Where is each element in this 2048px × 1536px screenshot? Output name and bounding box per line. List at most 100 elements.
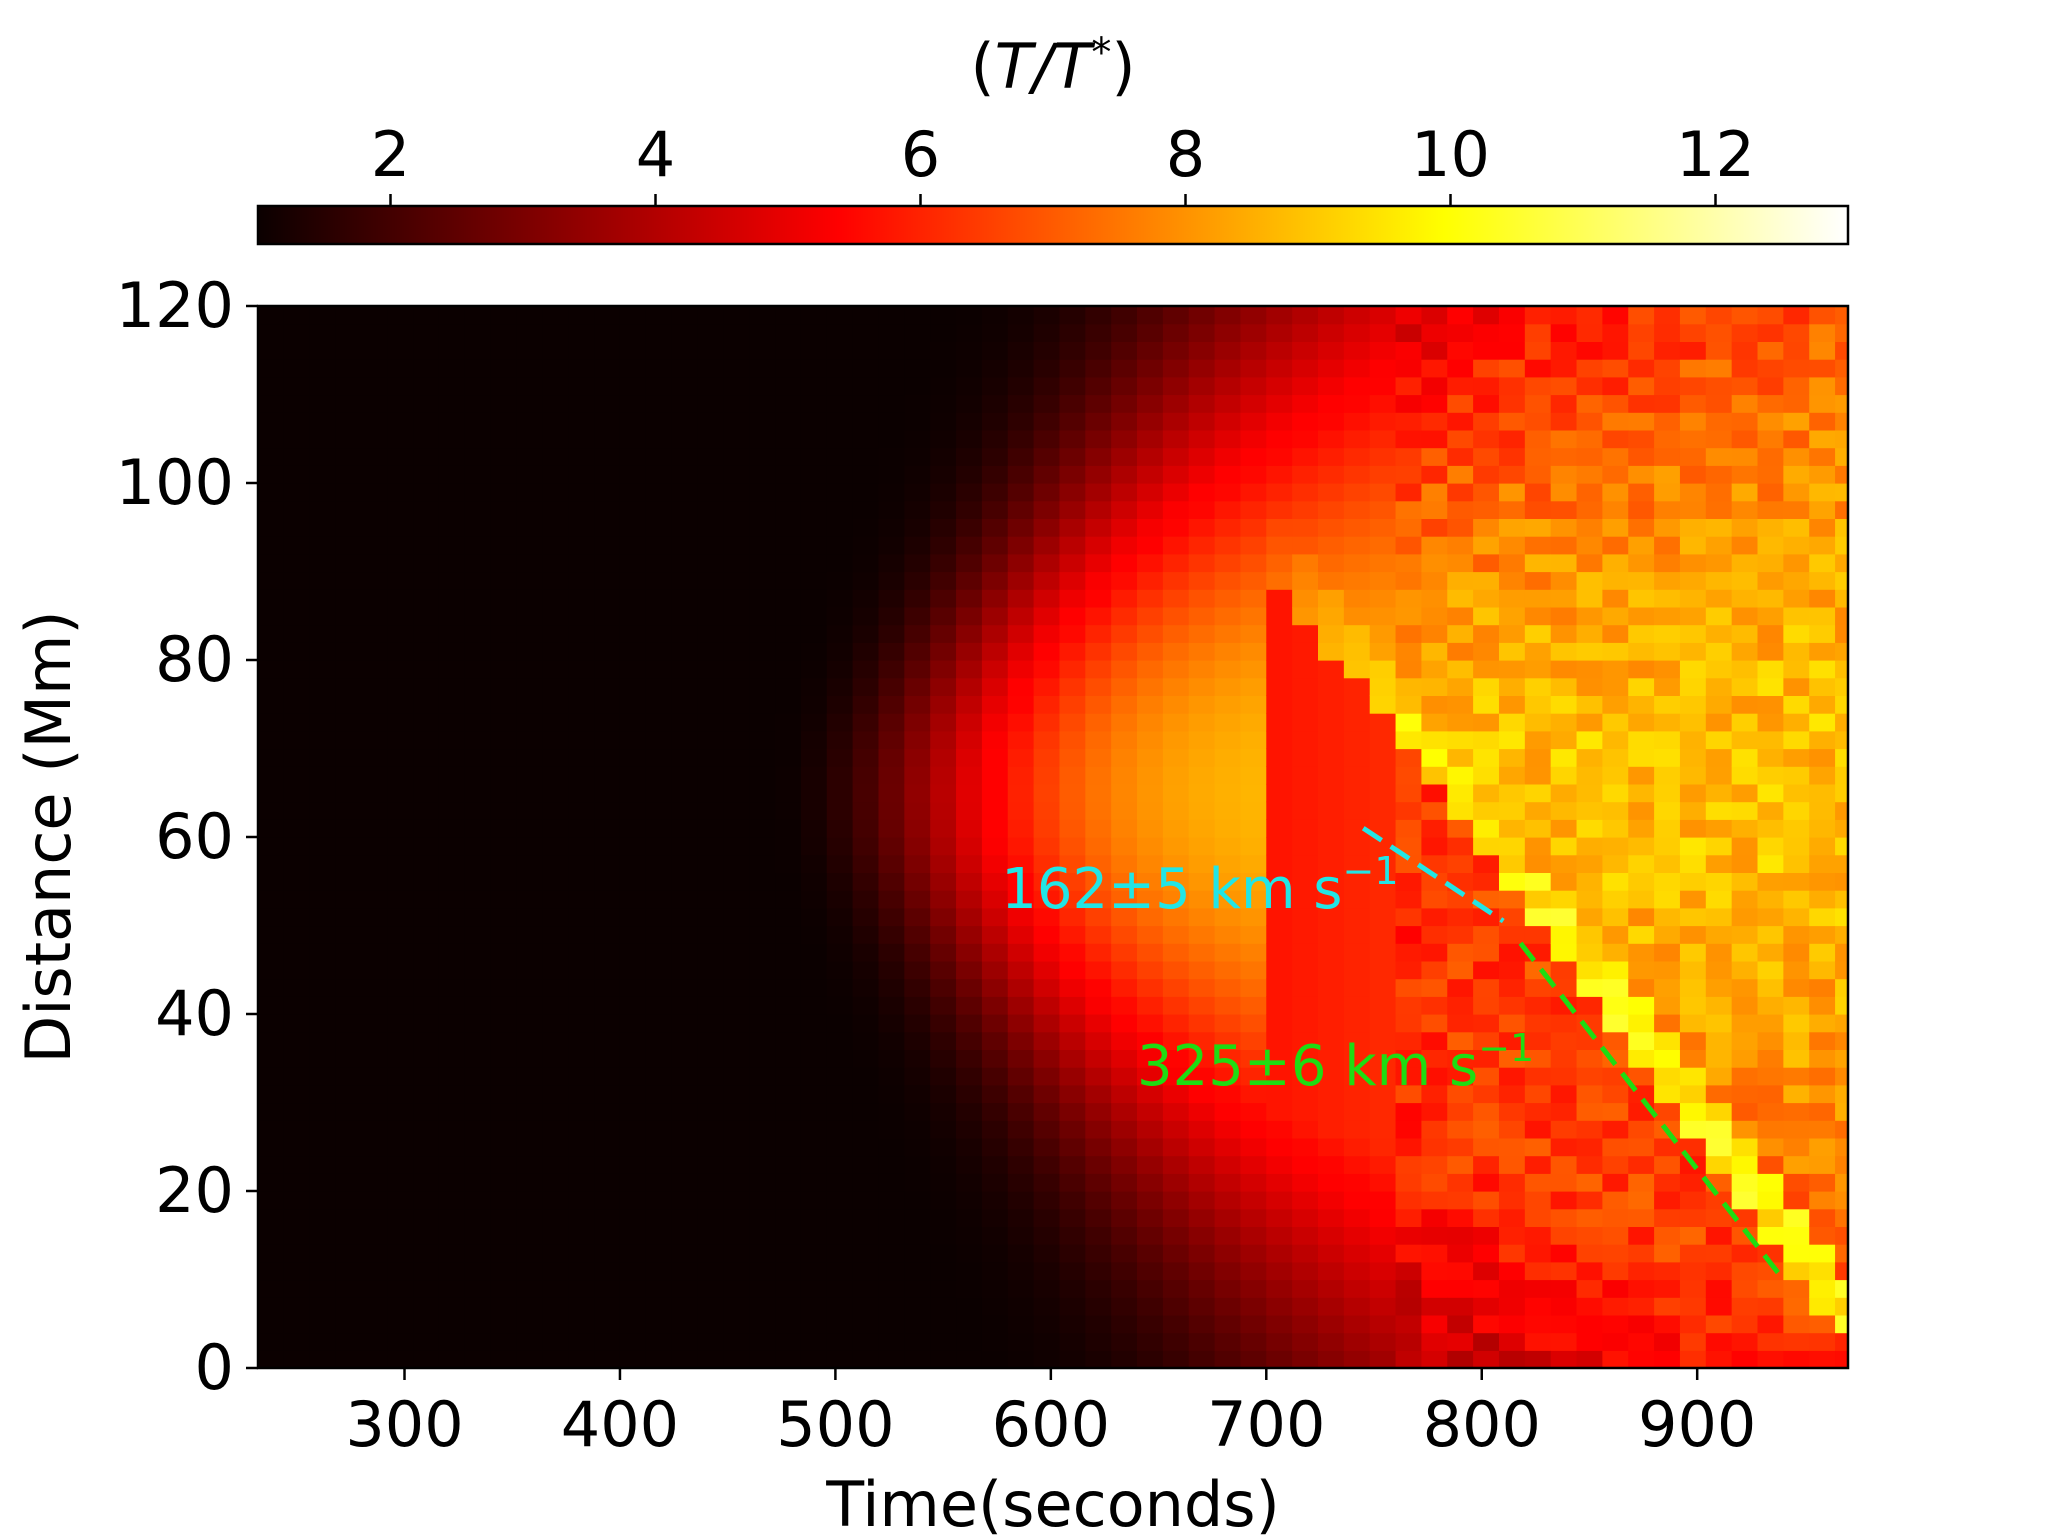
heatmap-cell	[956, 730, 983, 750]
heatmap-cell	[1498, 642, 1526, 661]
heatmap-cell	[464, 943, 492, 962]
heatmap-cell	[283, 854, 311, 873]
heatmap-cell	[930, 589, 957, 608]
heatmap-cell	[1395, 394, 1423, 413]
heatmap-cell	[904, 394, 931, 413]
heatmap-cell	[1369, 483, 1397, 502]
heatmap-cell	[1498, 447, 1526, 466]
heatmap-cell	[775, 359, 802, 378]
heatmap-cell	[335, 1314, 363, 1334]
heatmap-cell	[1757, 624, 1784, 643]
heatmap-cell	[542, 465, 569, 484]
heatmap-cell	[361, 465, 388, 484]
heatmap-cell	[1731, 1137, 1759, 1157]
heatmap-cell	[904, 819, 931, 838]
heatmap-cell	[1007, 1332, 1035, 1351]
heatmap-cell	[1343, 783, 1371, 803]
heatmap-cell	[1809, 376, 1836, 396]
heatmap-cell	[1757, 907, 1784, 927]
heatmap-cell	[1550, 960, 1578, 980]
heatmap-cell	[283, 323, 311, 342]
heatmap-cell	[1628, 1297, 1655, 1316]
heatmap-cell	[1421, 1297, 1448, 1316]
heatmap-cell	[930, 341, 957, 360]
heatmap-cell	[1266, 1084, 1293, 1104]
heatmap-cell	[1343, 376, 1371, 396]
heatmap-cell	[1447, 996, 1474, 1015]
heatmap-cell	[1576, 536, 1603, 555]
heatmap-cell	[1421, 1137, 1448, 1157]
heatmap-cell	[361, 890, 388, 909]
heatmap-cell	[542, 766, 569, 785]
heatmap-cell	[568, 854, 595, 873]
heatmap-cell	[878, 1014, 905, 1033]
heatmap-cell	[413, 483, 440, 502]
heatmap-cell	[878, 412, 905, 431]
heatmap-cell	[1576, 1279, 1603, 1298]
heatmap-cell	[361, 447, 388, 466]
heatmap-cell	[1447, 1084, 1474, 1104]
heatmap-cell	[1654, 1297, 1681, 1316]
heatmap-cell	[775, 1049, 802, 1068]
heatmap-cell	[1266, 341, 1293, 360]
heatmap-cell	[1731, 943, 1759, 962]
heatmap-cell	[335, 695, 363, 714]
heatmap-cell	[852, 801, 880, 820]
heatmap-cell	[1111, 677, 1138, 696]
heatmap-cell	[723, 1332, 750, 1351]
heatmap-cell	[1473, 323, 1500, 342]
heatmap-cell	[542, 1314, 569, 1334]
heatmap-cell	[1214, 660, 1242, 679]
heatmap-cell	[258, 890, 285, 909]
heatmap-cell	[619, 306, 647, 325]
heatmap-cell	[464, 783, 492, 803]
heatmap-cell	[852, 1244, 880, 1263]
heatmap-cell	[1292, 323, 1319, 342]
heatmap-cell	[1447, 1191, 1474, 1210]
heatmap-cell	[645, 1332, 673, 1351]
heatmap-cell	[387, 1173, 414, 1192]
heatmap-cell	[904, 677, 931, 696]
heatmap-cell	[568, 553, 595, 573]
heatmap-cell	[464, 1297, 492, 1316]
heatmap-cell	[1498, 429, 1526, 449]
heatmap-cell	[775, 429, 802, 449]
heatmap-cell	[1162, 1208, 1190, 1227]
heatmap-cell	[1576, 412, 1603, 431]
heatmap-cell	[671, 801, 699, 820]
heatmap-cell	[1550, 677, 1578, 696]
heatmap-cell	[826, 571, 854, 590]
heatmap-cell	[1085, 624, 1112, 643]
heatmap-cell	[1033, 1031, 1061, 1050]
heatmap-cell	[1369, 1297, 1397, 1316]
heatmap-cell	[1757, 1332, 1784, 1351]
heatmap-cell	[1188, 677, 1216, 696]
heatmap-cell	[775, 1350, 802, 1369]
heatmap-cell	[1809, 872, 1836, 891]
heatmap-cell	[1369, 960, 1397, 980]
heatmap-cell	[878, 429, 905, 449]
heatmap-cell	[568, 1208, 595, 1227]
heatmap-cell	[956, 553, 983, 573]
heatmap-cell	[1318, 713, 1345, 732]
heatmap-cell	[1524, 1031, 1552, 1050]
heatmap-cell	[1007, 766, 1035, 785]
heatmap-cell	[1473, 872, 1500, 891]
heatmap-cell	[981, 376, 1009, 396]
heatmap-cell	[878, 872, 905, 891]
heatmap-cell	[1783, 500, 1810, 519]
heatmap-cell	[542, 447, 569, 466]
heatmap-cell	[1292, 1314, 1319, 1334]
heatmap-cell	[1085, 748, 1112, 767]
heatmap-cell	[1188, 713, 1216, 732]
heatmap-cell	[283, 483, 311, 502]
heatmap-cell	[981, 925, 1009, 944]
heatmap-cell	[1835, 1244, 1849, 1263]
heatmap-cell	[1447, 1014, 1474, 1033]
heatmap-cell	[619, 1314, 647, 1334]
heatmap-cell	[1240, 536, 1267, 555]
heatmap-cell	[619, 960, 647, 980]
heatmap-cell	[1550, 978, 1578, 997]
heatmap-cell	[645, 536, 673, 555]
heatmap-cell	[826, 1314, 854, 1334]
